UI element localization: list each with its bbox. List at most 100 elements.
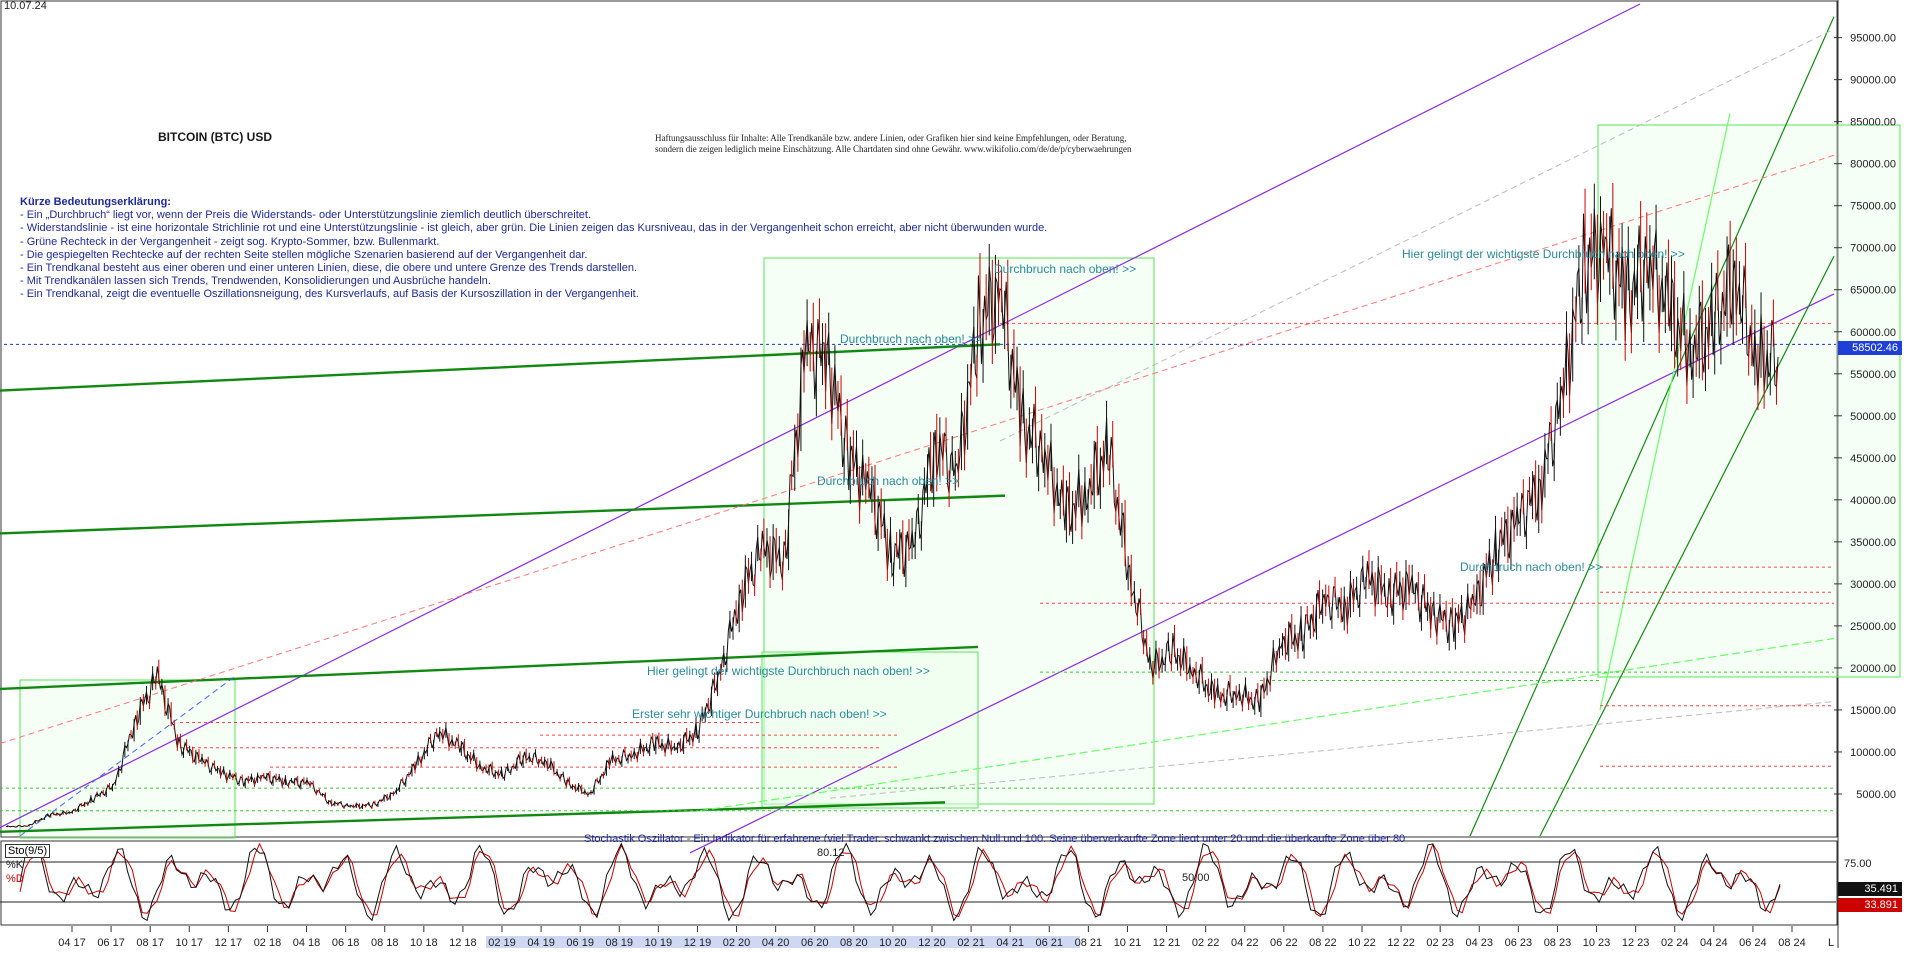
y-tick-label: 25000.00	[1850, 621, 1896, 633]
x-tick-label: 12 22	[1387, 937, 1415, 948]
oscillator-d-line	[19, 842, 1781, 918]
x-tick-label: 08 18	[371, 937, 399, 948]
y-tick-label: 10000.00	[1850, 747, 1896, 759]
chart-title: BITCOIN (BTC) USD	[158, 130, 272, 144]
date-stamp: 10.07.24	[4, 0, 47, 12]
annotation-first-breakout: Erster sehr wichtiger Durchbruch nach ob…	[632, 707, 887, 721]
oscillator-level-label: 50.00	[1182, 872, 1210, 884]
d-value-tag: 33.891	[1838, 898, 1902, 912]
y-tick-label: 20000.00	[1850, 663, 1896, 675]
x-tick-label: 10 22	[1348, 937, 1376, 948]
y-tick-label: 40000.00	[1850, 495, 1896, 507]
y-tick-label: 15000.00	[1850, 705, 1896, 717]
support-line	[0, 343, 1001, 392]
x-tick-label: 04 23	[1466, 937, 1494, 948]
x-tick-label: 06 24	[1739, 937, 1767, 948]
y-tick-label: 55000.00	[1850, 369, 1896, 381]
x-tick-label: 04 22	[1231, 937, 1259, 948]
k-value-tag: 35.491	[1838, 882, 1902, 896]
legend-heading: Kürze Bedeutungserklärung:	[20, 196, 171, 208]
oscillator-k-label: %K	[6, 859, 24, 871]
x-tick-label: 06 23	[1505, 937, 1533, 948]
trend-line	[689, 293, 1835, 854]
trend-line	[0, 3, 1641, 829]
x-tick-label: 02 20	[723, 937, 751, 948]
legend-line: - Die gespiegelten Rechtecke auf der rec…	[20, 248, 588, 261]
x-tick-label: L	[1828, 937, 1834, 948]
legend-line: - Widerstandslinie - ist eine horizontal…	[20, 222, 1048, 235]
trend-line	[19, 675, 236, 837]
oscillator-d-label: %D	[6, 873, 24, 885]
trend-channel-line	[1599, 113, 1731, 711]
x-tick-label: 12 23	[1622, 937, 1650, 948]
annotation-key-breakout: Hier gelingt der wichtigste Durchbruch n…	[1402, 247, 1685, 261]
y-tick-label: 5000.00	[1856, 789, 1896, 801]
bull-market-rectangle	[1597, 124, 1901, 678]
legend-line: - Grüne Rechteck in der Vergangenheit - …	[20, 235, 440, 248]
x-tick-label: 04 20	[762, 937, 790, 948]
legend-line: - Ein Trendkanal, zeigt die eventuelle O…	[20, 288, 639, 301]
y-tick-label: 45000.00	[1850, 453, 1896, 465]
y-tick-label: 75000.00	[1850, 201, 1896, 213]
y-tick-label: 95000.00	[1850, 33, 1896, 45]
x-tick-label: 08 22	[1309, 937, 1337, 948]
x-tick-label: 02 18	[254, 937, 282, 948]
x-tick-label: 04 21	[996, 937, 1024, 948]
x-tick-label: 04 24	[1700, 937, 1728, 948]
x-axis-highlight	[486, 936, 1080, 948]
support-line	[0, 494, 1006, 535]
x-tick-label: 10 17	[176, 937, 204, 948]
y-tick-label: 30000.00	[1850, 579, 1896, 591]
x-tick-label: 06 20	[801, 937, 829, 948]
x-tick-label: 12 19	[684, 937, 712, 948]
annotation-breakout: Durchbruch nach oben! >>	[994, 262, 1137, 276]
x-tick-label: 08 17	[136, 937, 164, 948]
trend-channel-line	[1469, 16, 1835, 837]
y-tick-label: 65000.00	[1850, 285, 1896, 297]
support-line	[0, 801, 946, 833]
oscillator-name: Sto(9/5)	[5, 844, 51, 858]
x-tick-label: 06 19	[566, 937, 594, 948]
trend-channel-line	[1539, 255, 1835, 837]
y-tick-label: 50000.00	[1850, 411, 1896, 423]
x-tick-label: 02 21	[957, 937, 985, 948]
x-tick-label: 06 21	[1036, 937, 1064, 948]
x-tick-label: 12 17	[215, 937, 243, 948]
oscillator-axis-label: 75.00	[1844, 858, 1872, 870]
x-tick-label: 02 22	[1192, 937, 1220, 948]
x-tick-label: 06 17	[97, 937, 125, 948]
price-series-line	[5, 208, 1779, 828]
plot-frame	[0, 0, 1838, 838]
annotation-breakout: Durchbruch nach oben! >>	[1460, 560, 1603, 574]
x-tick-label: 02 23	[1426, 937, 1454, 948]
x-tick-label: 10 21	[1114, 937, 1142, 948]
annotation-key-breakout: Hier gelingt der wichtigste Durchbruch n…	[647, 664, 930, 678]
resistance-line	[0, 154, 1835, 745]
x-tick-label: 12 18	[449, 937, 477, 948]
x-tick-label: 08 20	[840, 937, 868, 948]
oscillator-level-label: 80.12	[817, 847, 845, 859]
trend-line	[829, 701, 1835, 799]
oscillator-note: Stochastik Oszillator - Ein Indikator fü…	[584, 833, 1406, 842]
x-tick-label: 04 18	[293, 937, 321, 948]
x-tick-label: 10 19	[645, 937, 673, 948]
x-tick-label: 10 18	[410, 937, 438, 948]
oscillator-k-line	[19, 842, 1781, 922]
oscillator-frame	[0, 840, 1838, 926]
y-tick-label: 35000.00	[1850, 537, 1896, 549]
x-tick-label: 08 21	[1075, 937, 1103, 948]
y-tick-label: 60000.00	[1850, 327, 1896, 339]
x-tick-label: 04 19	[527, 937, 555, 948]
x-tick-label: 02 19	[488, 937, 516, 948]
x-tick-label: 10 20	[879, 937, 907, 948]
x-tick-label: 06 18	[332, 937, 360, 948]
last-price-tag: 58502.46	[1838, 341, 1902, 355]
x-tick-label: 06 22	[1270, 937, 1298, 948]
legend-explanation: Kürze Bedeutungserklärung: - Ein „Durchb…	[20, 196, 1200, 302]
trend-line	[999, 28, 1835, 442]
x-tick-label: 10 23	[1583, 937, 1611, 948]
annotation-breakout: Durchbruch nach oben! >>	[840, 332, 983, 346]
x-tick-label: 02 24	[1661, 937, 1689, 948]
